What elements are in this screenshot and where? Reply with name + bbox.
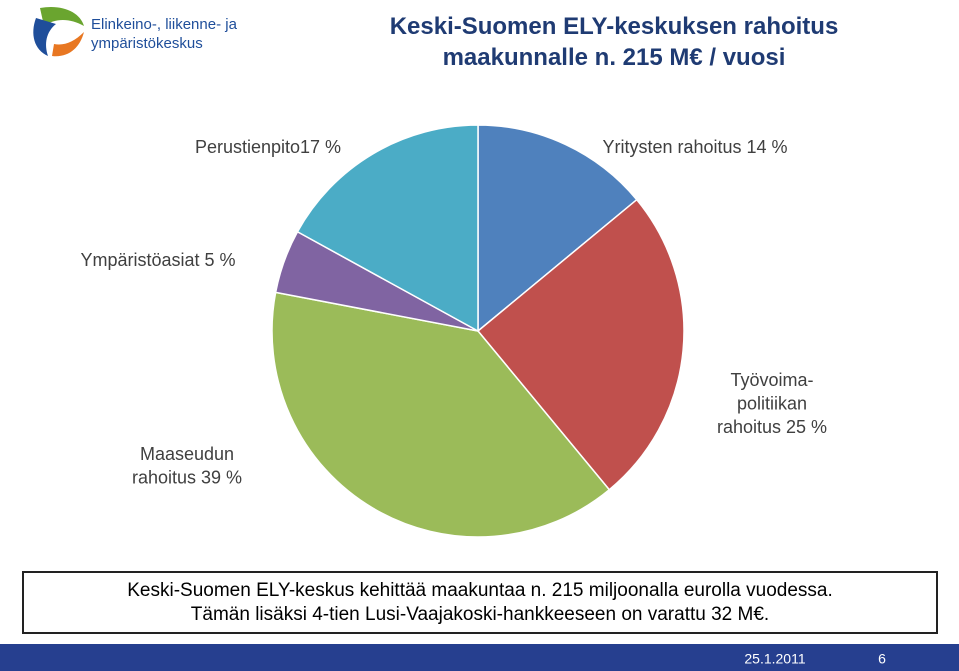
- slice-label: Ympäristöasiat 5 %: [80, 250, 235, 270]
- pie: Yritysten rahoitus 14 % Työvoima-politiik…: [80, 124, 827, 538]
- slice-label: Maaseudun rahoitus 39 %: [132, 444, 242, 487]
- pie-slice: [477, 124, 638, 333]
- note-box: [22, 571, 938, 634]
- logo-text: ympäristökeskus: [91, 35, 203, 52]
- slice-label: Perustienpito17 %: [195, 137, 341, 157]
- slice-label: Yritysten rahoitus 14 %: [602, 137, 787, 157]
- page-number: 6: [878, 651, 886, 667]
- pie-slice: [271, 291, 611, 538]
- logo: Elinkeino-, liikenne- ja ympäristökeskus: [33, 6, 238, 57]
- slice-label: Työvoima-politiikan rahoitus 25 %: [717, 370, 827, 437]
- logo-text: Elinkeino-, liikenne- ja: [91, 16, 238, 33]
- chart-title: Keski-Suomen ELY-keskuksen rahoitus maaku…: [390, 13, 839, 71]
- logo-leaf: [33, 18, 56, 56]
- note-text: Tämän lisäksi 4-tien Lusi-Vaajakoski-han…: [191, 604, 769, 625]
- logo-leaf: [52, 32, 84, 57]
- footer-date: 25.1.2011: [744, 651, 805, 667]
- logo-leaf: [40, 6, 84, 26]
- note-text: Keski-Suomen ELY-keskus kehittää maakunt…: [127, 580, 833, 601]
- footer-bar: [0, 644, 959, 671]
- pie-slice: [296, 124, 479, 333]
- pie-slice: [476, 198, 685, 491]
